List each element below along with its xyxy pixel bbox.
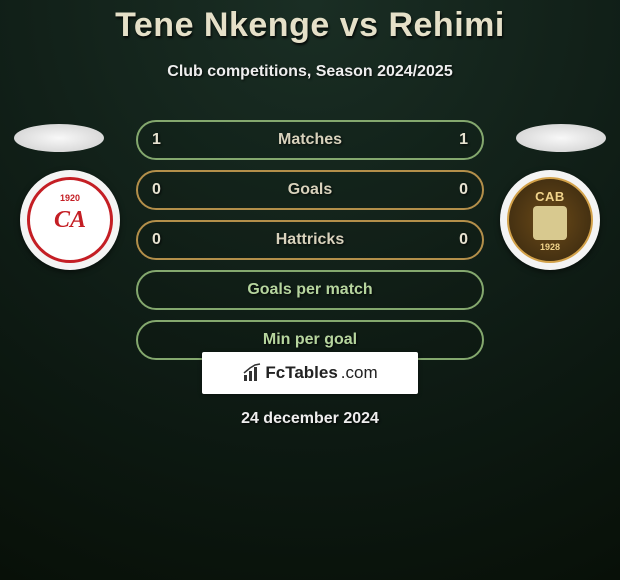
- badge-right-top: CAB: [535, 189, 565, 204]
- team-badge-left: 1920 CA: [20, 170, 120, 270]
- stat-label: Goals per match: [247, 281, 372, 299]
- badge-left-monogram: CA: [54, 207, 86, 234]
- stat-row: Matches 1 1: [136, 120, 484, 160]
- stat-label: Goals: [288, 181, 332, 199]
- badge-right-year: 1928: [540, 242, 560, 252]
- stat-label: Hattricks: [276, 231, 344, 249]
- stat-row: Hattricks 0 0: [136, 220, 484, 260]
- stat-value-left: 0: [152, 231, 161, 249]
- chart-icon: [242, 363, 262, 383]
- footer-brand-rest: .com: [341, 363, 378, 383]
- team-badge-right: CAB 1928: [500, 170, 600, 270]
- flag-ellipse-left: [14, 124, 104, 152]
- stat-rows: Matches 1 1 Goals 0 0 Hattricks 0 0 Goals per mat…: [136, 120, 484, 370]
- footer-brand-strong: FcTables: [265, 363, 337, 383]
- badge-right-inner: CAB 1928: [507, 177, 593, 263]
- stat-value-right: 0: [459, 231, 468, 249]
- page-title: Tene Nkenge vs Rehimi: [0, 0, 620, 45]
- badge-left-year: 1920: [60, 193, 80, 203]
- subtitle: Club competitions, Season 2024/2025: [0, 63, 620, 81]
- stat-value-right: 1: [459, 131, 468, 149]
- stat-label: Min per goal: [263, 331, 357, 349]
- stat-row: Goals 0 0: [136, 170, 484, 210]
- footer-brand: FcTables.com: [202, 352, 418, 394]
- badge-left-inner: 1920 CA: [27, 177, 113, 263]
- stat-value-left: 1: [152, 131, 161, 149]
- date-label: 24 december 2024: [0, 410, 620, 428]
- stat-value-left: 0: [152, 181, 161, 199]
- stat-value-right: 0: [459, 181, 468, 199]
- badge-right-shield: [533, 206, 567, 240]
- stat-label: Matches: [278, 131, 342, 149]
- stat-row: Goals per match: [136, 270, 484, 310]
- flag-ellipse-right: [516, 124, 606, 152]
